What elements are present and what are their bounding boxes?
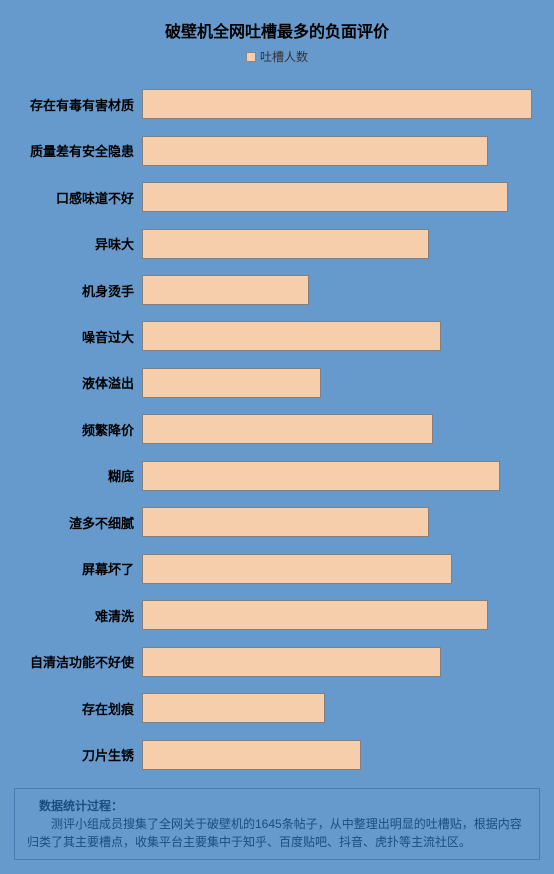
- bar-label: 频繁降价: [14, 420, 142, 439]
- bar-row: 液体溢出: [14, 365, 540, 401]
- bar-row: 屏幕坏了: [14, 551, 540, 587]
- bar-label: 质量差有安全隐患: [14, 141, 142, 160]
- footnote-box: 数据统计过程： 测评小组成员搜集了全网关于破壁机的1645条帖子，从中整理出明显…: [14, 788, 540, 860]
- bar-fill: [142, 740, 361, 770]
- bar-label: 存在划痕: [14, 699, 142, 718]
- bar-label: 自清洁功能不好使: [14, 652, 142, 671]
- bar-track: [142, 647, 540, 677]
- bar-row: 存在有毒有害材质: [14, 86, 540, 122]
- bar-track: [142, 136, 540, 166]
- bar-row: 自清洁功能不好使: [14, 644, 540, 680]
- chart-legend: 吐槽人数: [14, 48, 540, 65]
- bar-fill: [142, 507, 429, 537]
- footnote-body: 测评小组成员搜集了全网关于破壁机的1645条帖子，从中整理出明显的吐槽贴，根据内…: [27, 815, 527, 851]
- bar-track: [142, 321, 540, 351]
- bar-label: 刀片生锈: [14, 745, 142, 764]
- bar-track: [142, 507, 540, 537]
- bar-track: [142, 275, 540, 305]
- legend-swatch: [246, 52, 256, 62]
- bar-label: 噪音过大: [14, 327, 142, 346]
- bar-label: 屏幕坏了: [14, 559, 142, 578]
- chart-container: 破壁机全网吐槽最多的负面评价 吐槽人数 存在有毒有害材质质量差有安全隐患口感味道…: [0, 0, 554, 874]
- bar-track: [142, 414, 540, 444]
- footnote-title: 数据统计过程：: [27, 797, 527, 815]
- bar-fill: [142, 136, 488, 166]
- bar-fill: [142, 414, 433, 444]
- bar-row: 机身烫手: [14, 272, 540, 308]
- bar-track: [142, 740, 540, 770]
- bar-fill: [142, 321, 441, 351]
- bar-label: 机身烫手: [14, 281, 142, 300]
- chart-area: 存在有毒有害材质质量差有安全隐患口感味道不好异味大机身烫手噪音过大液体溢出频繁降…: [14, 77, 540, 788]
- bar-row: 口感味道不好: [14, 179, 540, 215]
- bar-row: 质量差有安全隐患: [14, 133, 540, 169]
- bar-track: [142, 554, 540, 584]
- legend-label: 吐槽人数: [260, 48, 308, 65]
- bar-row: 噪音过大: [14, 318, 540, 354]
- bar-track: [142, 693, 540, 723]
- bar-fill: [142, 368, 321, 398]
- bar-row: 频繁降价: [14, 411, 540, 447]
- bar-fill: [142, 461, 500, 491]
- bar-fill: [142, 275, 309, 305]
- bar-track: [142, 182, 540, 212]
- bar-track: [142, 600, 540, 630]
- bar-row: 存在划痕: [14, 690, 540, 726]
- bar-fill: [142, 89, 532, 119]
- bar-label: 口感味道不好: [14, 188, 142, 207]
- bar-track: [142, 89, 540, 119]
- bar-fill: [142, 554, 452, 584]
- bar-fill: [142, 229, 429, 259]
- bar-fill: [142, 600, 488, 630]
- bar-label: 难清洗: [14, 606, 142, 625]
- bar-row: 难清洗: [14, 597, 540, 633]
- bar-row: 刀片生锈: [14, 737, 540, 773]
- bar-track: [142, 461, 540, 491]
- bar-row: 渣多不细腻: [14, 504, 540, 540]
- bar-fill: [142, 647, 441, 677]
- bar-label: 液体溢出: [14, 373, 142, 392]
- bar-row: 异味大: [14, 226, 540, 262]
- bar-track: [142, 229, 540, 259]
- bar-fill: [142, 182, 508, 212]
- bar-label: 渣多不细腻: [14, 513, 142, 532]
- bar-label: 异味大: [14, 234, 142, 253]
- bar-track: [142, 368, 540, 398]
- bar-label: 糊底: [14, 466, 142, 485]
- bar-row: 糊底: [14, 458, 540, 494]
- chart-title: 破壁机全网吐槽最多的负面评价: [14, 18, 540, 42]
- bar-label: 存在有毒有害材质: [14, 95, 142, 114]
- bar-fill: [142, 693, 325, 723]
